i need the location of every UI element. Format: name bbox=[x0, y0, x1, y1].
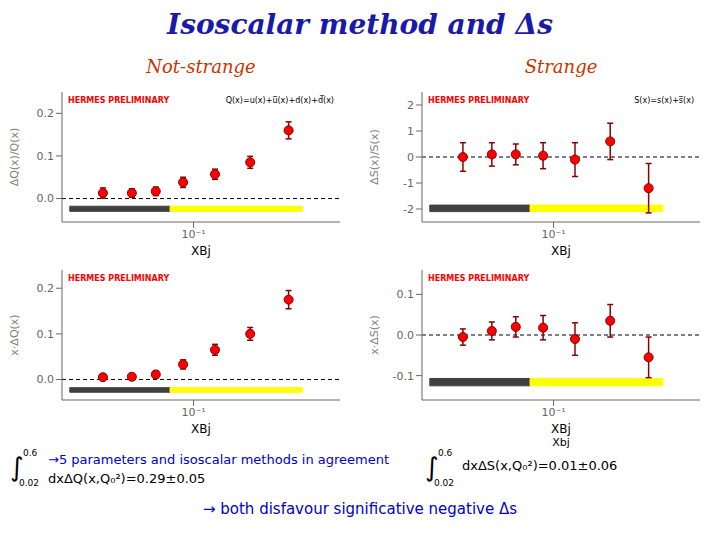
html-text:S(x)=s(x)+s̅(x): S(x)=s(x)+s̅(x) bbox=[634, 96, 694, 105]
svg-text:0.0: 0.0 bbox=[37, 373, 55, 386]
html-text:HERMES PRELIMINARY: HERMES PRELIMINARY bbox=[428, 96, 530, 105]
svg-text:0: 0 bbox=[407, 151, 414, 164]
html-text:Strange: Strange bbox=[524, 56, 598, 77]
html-text:0.02: 0.02 bbox=[434, 478, 454, 488]
html-text:0.6: 0.6 bbox=[438, 448, 453, 458]
html-text:Isoscalar method and Δs: Isoscalar method and Δs bbox=[167, 8, 553, 41]
html-text:→ both disfavour significative: → both disfavour significative negative … bbox=[202, 500, 517, 518]
svg-text:2: 2 bbox=[407, 99, 414, 112]
svg-text:0.0: 0.0 bbox=[397, 329, 415, 342]
svg-text:10⁻¹: 10⁻¹ bbox=[181, 228, 205, 241]
html-text:XBj: XBj bbox=[191, 244, 211, 258]
svg-text:-0.1: -0.1 bbox=[393, 370, 414, 383]
html-text:Not-strange: Not-strange bbox=[146, 56, 256, 77]
svg-text:0.0: 0.0 bbox=[37, 192, 55, 205]
svg-text:0.2: 0.2 bbox=[37, 282, 55, 295]
html-text:HERMES PRELIMINARY: HERMES PRELIMINARY bbox=[428, 274, 530, 283]
svg-text:-2: -2 bbox=[403, 203, 414, 216]
svg-text:0.1: 0.1 bbox=[37, 328, 55, 341]
svg-text:10⁻¹: 10⁻¹ bbox=[541, 228, 565, 241]
html-text:→5 parameters and isoscalar me: →5 parameters and isoscalar methods in a… bbox=[48, 452, 390, 467]
svg-text:x·ΔS(x): x·ΔS(x) bbox=[368, 315, 381, 355]
svg-text:0.1: 0.1 bbox=[397, 288, 415, 301]
html-text:0.02: 0.02 bbox=[19, 478, 39, 488]
html-text:XBj: XBj bbox=[551, 244, 571, 258]
html-text:HERMES PRELIMINARY: HERMES PRELIMINARY bbox=[68, 274, 170, 283]
svg-text:ΔQ(x)/Q(x): ΔQ(x)/Q(x) bbox=[8, 128, 21, 187]
svg-text:10⁻¹: 10⁻¹ bbox=[181, 406, 205, 419]
html-text:Q(x)=u(x)+u̅(x)+d(x)+d̅(x): Q(x)=u(x)+u̅(x)+d(x)+d̅(x) bbox=[225, 96, 334, 105]
svg-text:ΔS(x)/S(x): ΔS(x)/S(x) bbox=[368, 129, 381, 184]
html-text:Xbj: Xbj bbox=[552, 436, 570, 449]
html-text:dxΔQ(x,Q₀²)=0.29±0.05: dxΔQ(x,Q₀²)=0.29±0.05 bbox=[48, 471, 206, 486]
svg-text:-1: -1 bbox=[403, 177, 414, 190]
html-text:dxΔS(x,Q₀²)=0.01±0.06: dxΔS(x,Q₀²)=0.01±0.06 bbox=[462, 458, 618, 473]
html-text:XBj: XBj bbox=[551, 422, 571, 436]
svg-text:0.2: 0.2 bbox=[37, 107, 55, 120]
svg-text:0.1: 0.1 bbox=[37, 150, 55, 163]
svg-text:1: 1 bbox=[407, 125, 414, 138]
html-text:HERMES PRELIMINARY: HERMES PRELIMINARY bbox=[68, 96, 170, 105]
svg-text:x·ΔQ(x): x·ΔQ(x) bbox=[8, 314, 21, 355]
html-text:0.6: 0.6 bbox=[23, 448, 38, 458]
html-text:XBj: XBj bbox=[191, 422, 211, 436]
svg-text:10⁻¹: 10⁻¹ bbox=[541, 406, 565, 419]
